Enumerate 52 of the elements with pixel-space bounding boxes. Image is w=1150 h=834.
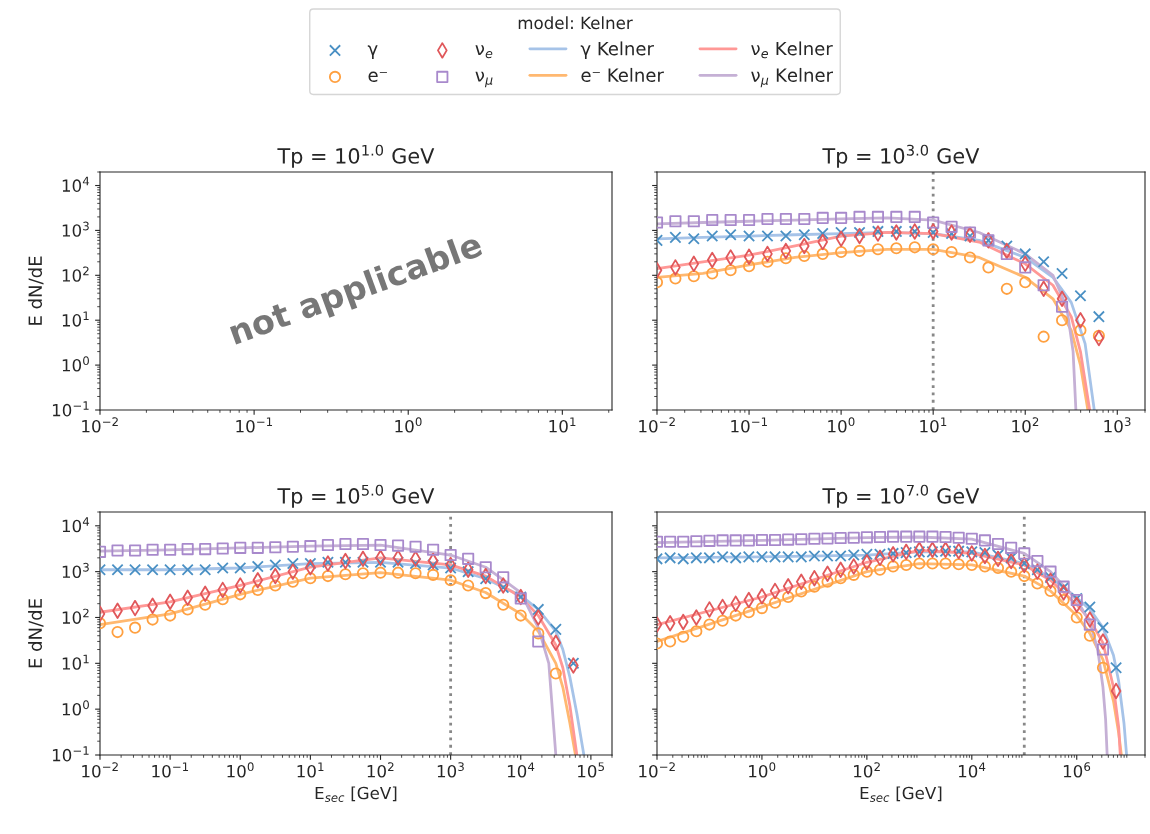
legend-label: e⁻: [368, 71, 387, 82]
x-axis-title: E$_{sec}$ [GeV]: [315, 786, 397, 802]
x-tick-label: 10$^{4}$: [507, 762, 535, 778]
x-tick-label: 10$^{3}$: [1104, 417, 1131, 433]
x-tick-label: 10$^{4}$: [958, 762, 986, 778]
x-tick-label: 10$^{2}$: [1012, 417, 1039, 433]
legend-label: ν$_{μ}$ Kelner: [751, 67, 833, 88]
chart-title: Tp = 10$^{3.0}$ GeV: [822, 144, 980, 168]
x-tick-label: 10$^{3}$: [437, 762, 464, 778]
x-tick-label: 10$^{−2}$: [82, 417, 118, 433]
x-tick-label: 10$^{−2}$: [639, 417, 675, 433]
x-tick-label: 10$^{2}$: [367, 762, 394, 778]
y-tick-label: 10$^{0}$: [62, 356, 89, 372]
x-tick-label: 10$^{−2}$: [82, 762, 118, 778]
x-tick-label: 10$^{6}$: [1063, 762, 1091, 778]
legend-label: e⁻ Kelner: [581, 67, 664, 82]
y-tick-label: 10$^{0}$: [62, 700, 89, 716]
y-axis-title: E dN/dE: [28, 599, 44, 668]
y-tick-label: 10$^{1}$: [62, 654, 89, 670]
chart-title: Tp = 10$^{1.0}$ GeV: [277, 144, 435, 168]
legend-label: ν$_{e}$ Kelner: [751, 41, 833, 59]
y-tick-label: 10$^{4}$: [62, 517, 90, 533]
x-tick-label: 10$^{0}$: [749, 762, 776, 778]
y-tick-label: 10$^{2}$: [62, 266, 89, 282]
x-tick-label: 10$^{0}$: [395, 417, 422, 433]
legend-label: γ: [367, 45, 378, 59]
x-tick-label: 10$^{−1}$: [152, 762, 189, 778]
legend-label: γ Kelner: [580, 41, 654, 59]
chart-title: Tp = 10$^{5.0}$ GeV: [277, 484, 435, 508]
y-tick-label: 10$^{−1}$: [52, 746, 89, 762]
chart-title: Tp = 10$^{7.0}$ GeV: [822, 484, 980, 508]
y-axis-title: E dN/dE: [28, 256, 44, 325]
x-tick-label: 10$^{5}$: [578, 762, 604, 778]
y-tick-label: 10$^{1}$: [62, 311, 89, 327]
x-tick-label: 10$^{0}$: [227, 762, 254, 778]
x-tick-label: 10$^{1}$: [549, 417, 576, 433]
x-axis-title: E$_{sec}$ [GeV]: [860, 786, 942, 802]
x-tick-label: 10$^{−1}$: [731, 417, 767, 433]
legend-label: ν$_{e}$: [475, 45, 493, 59]
legend-title: model: Kelner: [518, 16, 633, 30]
x-tick-label: 10$^{1}$: [920, 417, 947, 433]
legend-label: ν$_{μ}$: [475, 71, 493, 88]
y-tick-label: 10$^{3}$: [62, 221, 89, 237]
x-tick-label: 10$^{−1}$: [236, 417, 273, 433]
y-tick-label: 10$^{3}$: [62, 562, 89, 579]
x-tick-label: 10$^{1}$: [297, 762, 324, 778]
y-tick-label: 10$^{2}$: [62, 608, 89, 624]
x-tick-label: 10$^{2}$: [854, 762, 880, 778]
y-tick-label: 10$^{4}$: [62, 176, 90, 192]
x-tick-label: 10$^{0}$: [828, 417, 855, 433]
x-tick-label: 10$^{−2}$: [639, 762, 675, 778]
y-tick-label: 10$^{−1}$: [52, 401, 89, 417]
